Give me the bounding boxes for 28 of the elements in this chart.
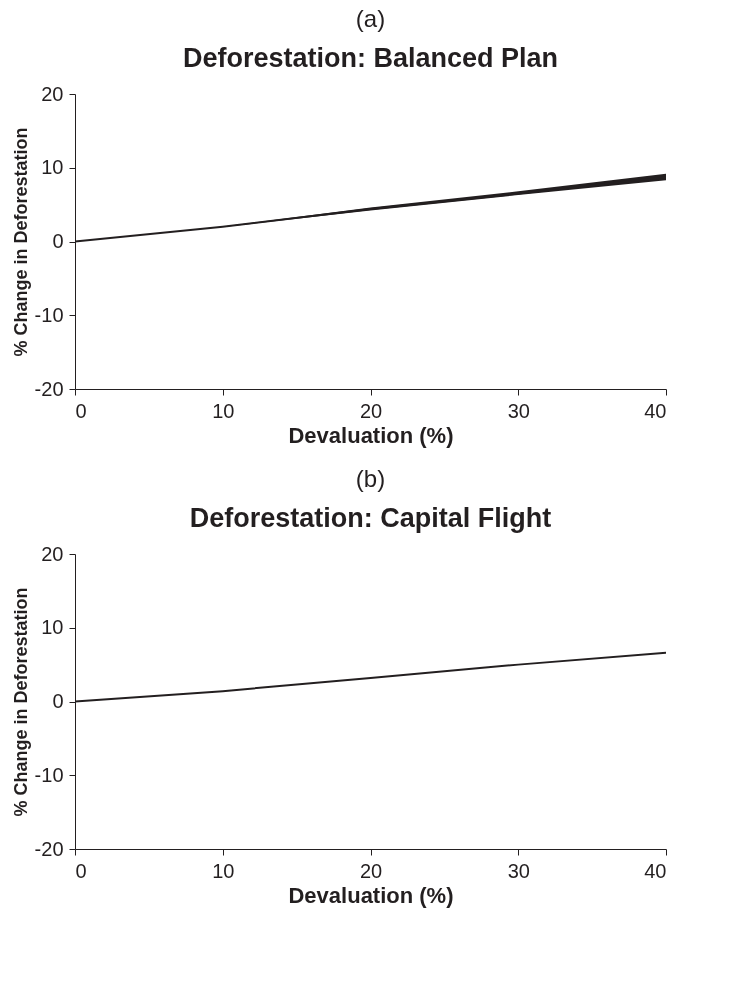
x-tick-label: 10 bbox=[212, 399, 235, 422]
x-tick-label: 30 bbox=[507, 859, 530, 882]
x-tick-label: 0 bbox=[75, 859, 87, 882]
x-tick-label: 20 bbox=[359, 859, 383, 882]
y-axis-title: % Change in Deforestation bbox=[10, 127, 31, 357]
y-tick-label: 0 bbox=[52, 230, 64, 252]
y-tick-label: -20 bbox=[34, 377, 64, 400]
y-tick-label: -20 bbox=[34, 837, 64, 860]
y-axis-title: % Change in Deforestation bbox=[10, 587, 31, 817]
y-tick-label: 10 bbox=[41, 156, 64, 179]
y-tick-label: 20 bbox=[41, 82, 64, 105]
chart-subtitle: Deforestation: Capital Flight bbox=[189, 503, 552, 533]
x-tick-label: 40 bbox=[644, 399, 667, 422]
x-tick-label: 30 bbox=[507, 399, 530, 422]
x-axis-title: Devaluation (%) bbox=[288, 422, 454, 448]
x-tick-label: 20 bbox=[359, 399, 383, 422]
y-tick-label: 10 bbox=[41, 616, 64, 639]
x-tick-label: 40 bbox=[644, 859, 667, 882]
x-tick-label: 10 bbox=[212, 859, 235, 882]
y-tick-label: 0 bbox=[52, 690, 64, 712]
chart-title: (b) bbox=[355, 465, 386, 492]
chart-subtitle: Deforestation: Balanced Plan bbox=[182, 43, 559, 73]
y-tick-label: 20 bbox=[41, 542, 64, 565]
x-tick-label: 0 bbox=[75, 399, 87, 422]
chart-title: (a) bbox=[355, 5, 386, 32]
y-tick-label: -10 bbox=[34, 763, 64, 786]
y-tick-label: -10 bbox=[34, 303, 64, 326]
x-axis-title: Devaluation (%) bbox=[288, 882, 454, 908]
